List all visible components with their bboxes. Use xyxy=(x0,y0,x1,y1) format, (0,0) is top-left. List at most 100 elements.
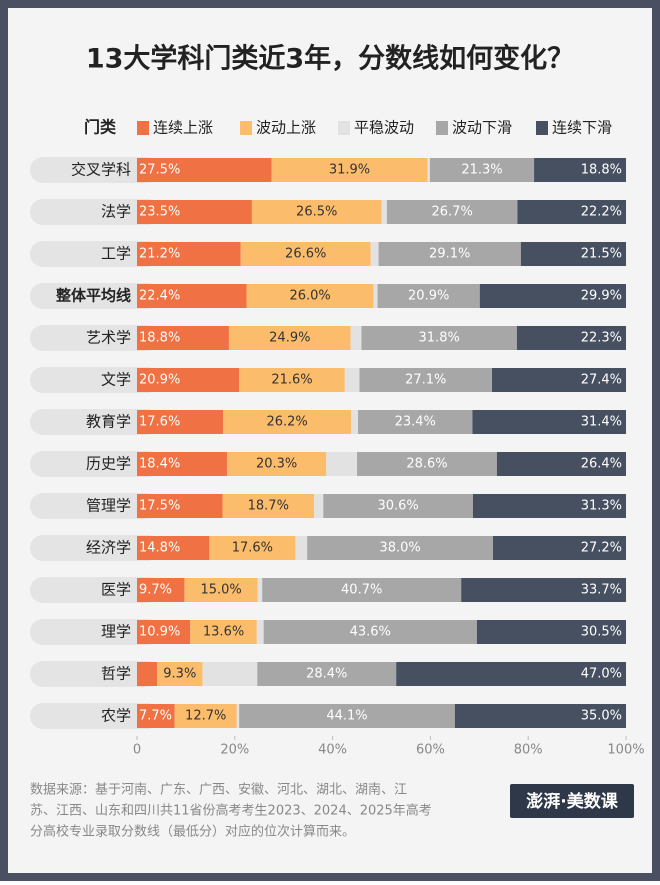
value-label: 21.5% xyxy=(581,247,622,262)
y-tick-label: 经济学 xyxy=(86,539,131,557)
bar-segment xyxy=(137,494,223,518)
bar-segment xyxy=(427,158,430,182)
bar-segment xyxy=(223,410,352,434)
category-pill xyxy=(30,241,160,267)
bar-segment xyxy=(137,536,210,560)
value-label: 13.6% xyxy=(203,625,244,640)
bar-segment xyxy=(246,284,374,308)
value-label: 29.9% xyxy=(581,289,622,304)
category-pill xyxy=(30,367,160,393)
bar-segment xyxy=(307,536,493,560)
bar-segment xyxy=(184,578,258,602)
bar-segment xyxy=(381,200,387,224)
bar-segment xyxy=(137,578,185,602)
legend-label: 连续上涨 xyxy=(153,119,213,137)
bar-segment xyxy=(476,620,626,644)
legend-label: 波动下滑 xyxy=(452,119,512,137)
bar-segment xyxy=(190,620,257,644)
value-label: 31.9% xyxy=(329,163,370,178)
bar-segment xyxy=(137,242,241,266)
value-label: 47.0% xyxy=(581,667,622,682)
bar-segment xyxy=(240,242,371,266)
category-pill xyxy=(30,157,160,183)
bar-segment xyxy=(209,536,296,560)
value-label: 30.5% xyxy=(581,625,622,640)
value-label: 22.2% xyxy=(581,205,622,220)
value-label: 23.4% xyxy=(395,415,436,430)
y-tick-label: 整体平均线 xyxy=(56,287,131,305)
value-label: 27.5% xyxy=(139,163,180,178)
bar-segment xyxy=(323,494,473,518)
category-pill xyxy=(30,703,160,729)
bar-segment xyxy=(344,368,360,392)
logo-box xyxy=(510,784,634,818)
value-label: 18.8% xyxy=(581,163,622,178)
bar-segment xyxy=(472,410,626,434)
bar-segment xyxy=(492,368,626,392)
value-label: 7.7% xyxy=(139,709,172,724)
value-label: 44.1% xyxy=(326,709,367,724)
category-pill xyxy=(30,619,160,645)
value-label: 43.6% xyxy=(350,625,391,640)
bar-segment xyxy=(370,242,379,266)
legend-swatch xyxy=(137,121,149,135)
value-label: 17.6% xyxy=(139,415,180,430)
bar-segment xyxy=(226,452,327,476)
bar-segment xyxy=(386,200,518,224)
y-tick-label: 管理学 xyxy=(86,497,131,515)
value-label: 18.8% xyxy=(139,331,180,346)
bar-segment xyxy=(429,158,535,182)
value-label: 26.2% xyxy=(266,415,307,430)
value-label: 18.7% xyxy=(248,499,289,514)
bar-segment xyxy=(137,326,229,350)
value-label: 24.9% xyxy=(269,331,310,346)
category-pill xyxy=(30,577,160,603)
bar-segment xyxy=(236,704,240,728)
source-note: 数据来源：基于河南、广东、广西、安徽、河北、湖北、湖南、江 xyxy=(30,782,407,798)
bar-segment xyxy=(251,200,382,224)
bar-segment xyxy=(137,368,240,392)
value-label: 28.4% xyxy=(306,667,347,682)
value-label: 20.3% xyxy=(256,457,297,472)
category-pill xyxy=(30,661,160,687)
value-label: 26.5% xyxy=(296,205,337,220)
value-label: 27.1% xyxy=(405,373,446,388)
value-label: 27.2% xyxy=(581,541,622,556)
legend-swatch xyxy=(240,121,252,135)
bar-segment xyxy=(262,578,462,602)
bar-segment xyxy=(222,494,315,518)
y-tick-label: 教育学 xyxy=(86,413,131,431)
value-label: 10.9% xyxy=(139,625,180,640)
bar-segment xyxy=(351,410,359,434)
legend-title: 门类 xyxy=(84,118,117,137)
chart-title: 13大学科门类近3年，分数线如何变化？ xyxy=(86,43,574,75)
value-label: 14.8% xyxy=(139,541,180,556)
value-label: 26.4% xyxy=(581,457,622,472)
value-label: 35.0% xyxy=(581,709,622,724)
value-label: 33.7% xyxy=(581,583,622,598)
bar-segment xyxy=(479,284,626,308)
legend-label: 平稳波动 xyxy=(354,119,414,137)
bar-segment xyxy=(373,284,378,308)
y-tick-label: 理学 xyxy=(101,623,131,641)
bar-segment xyxy=(516,326,626,350)
category-pill xyxy=(30,325,160,351)
value-label: 26.7% xyxy=(432,205,473,220)
bar-segment xyxy=(357,452,497,476)
legend-swatch xyxy=(536,121,548,135)
value-label: 29.1% xyxy=(429,247,470,262)
value-label: 27.4% xyxy=(581,373,622,388)
value-label: 23.5% xyxy=(139,205,180,220)
bar-segment xyxy=(202,662,258,686)
bar-segment xyxy=(256,620,264,644)
bar-segment xyxy=(257,662,397,686)
logo: 澎湃·美数课 xyxy=(526,791,618,812)
bar-segment xyxy=(517,200,626,224)
value-label: 9.3% xyxy=(163,667,196,682)
bar-segment xyxy=(137,620,191,644)
y-tick-label: 文学 xyxy=(101,371,131,389)
source-note: 苏、江西、山东和四川共11省份高考考生2023、2024、2025年高考 xyxy=(30,803,432,819)
legend-label: 连续下滑 xyxy=(552,119,612,137)
bar-segment xyxy=(174,704,237,728)
